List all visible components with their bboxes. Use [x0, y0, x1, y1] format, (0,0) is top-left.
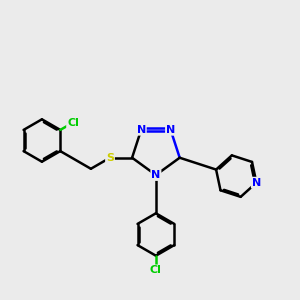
Text: Cl: Cl	[150, 266, 162, 275]
Text: S: S	[106, 153, 114, 163]
Text: N: N	[136, 125, 146, 135]
Text: N: N	[151, 170, 160, 180]
Text: Cl: Cl	[67, 118, 79, 128]
Text: N: N	[252, 178, 261, 188]
Text: N: N	[166, 125, 175, 135]
